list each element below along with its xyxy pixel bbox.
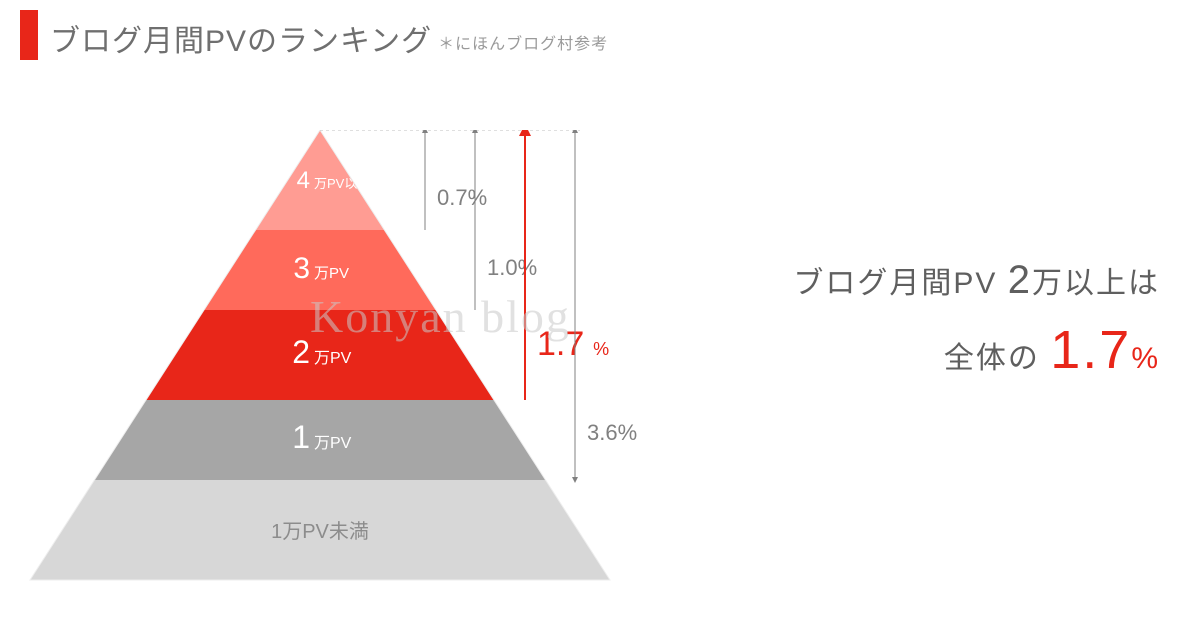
page-title: ブログ月間PVのランキング (50, 16, 432, 60)
title-accent-bar (20, 10, 38, 60)
pyramid-band-label-small-1: 万PV (314, 265, 349, 282)
callout-pre1: ブログ月間PV (793, 267, 1007, 300)
page-subtitle: ＊にほんブログ村参考 (438, 30, 608, 54)
callout-line-2: 全体の 1.7% (793, 310, 1160, 391)
page-title-wrap: ブログ月間PVのランキング ＊にほんブログ村参考 (20, 10, 608, 60)
indicator-label-3: 3.6% (587, 420, 637, 445)
callout-line-1: ブログ月間PV 2万以上は (793, 250, 1160, 310)
callout-bigpct: % (1131, 342, 1160, 375)
callout-post1: 万以上は (1032, 267, 1160, 300)
pyramid-band-label-small-2: 万PV (314, 350, 352, 367)
indicator-label-1: 1.0% (487, 255, 537, 280)
pyramid-band-label-4: 1万PV未満 (271, 520, 369, 543)
pyramid-band-label-big-3: 1 (292, 419, 310, 455)
callout-pre2: 全体の (944, 342, 1050, 375)
callout-num1: 2 (1008, 258, 1032, 302)
indicator-label-2: 1.7 (537, 325, 584, 363)
callout-text: ブログ月間PV 2万以上は 全体の 1.7% (793, 250, 1160, 391)
pyramid-band-label-big-0: 4 (297, 167, 310, 194)
indicator-label-pct-2: % (593, 339, 609, 359)
pyramid-band-label-small-3: 万PV (314, 435, 352, 452)
pyramid-band-label-big-1: 3 (293, 252, 310, 285)
pyramid-band-label-big-2: 2 (292, 334, 310, 370)
pyramid-band-label-small-0: 万PV以上 (314, 176, 370, 191)
indicator-label-0: 0.7% (437, 185, 487, 210)
pyramid-chart: 4万PV以上3万PV2万PV1万PV1万PV未満0.7%1.0%1.7%3.6% (20, 130, 660, 600)
callout-bignum: 1.7 (1050, 310, 1131, 391)
